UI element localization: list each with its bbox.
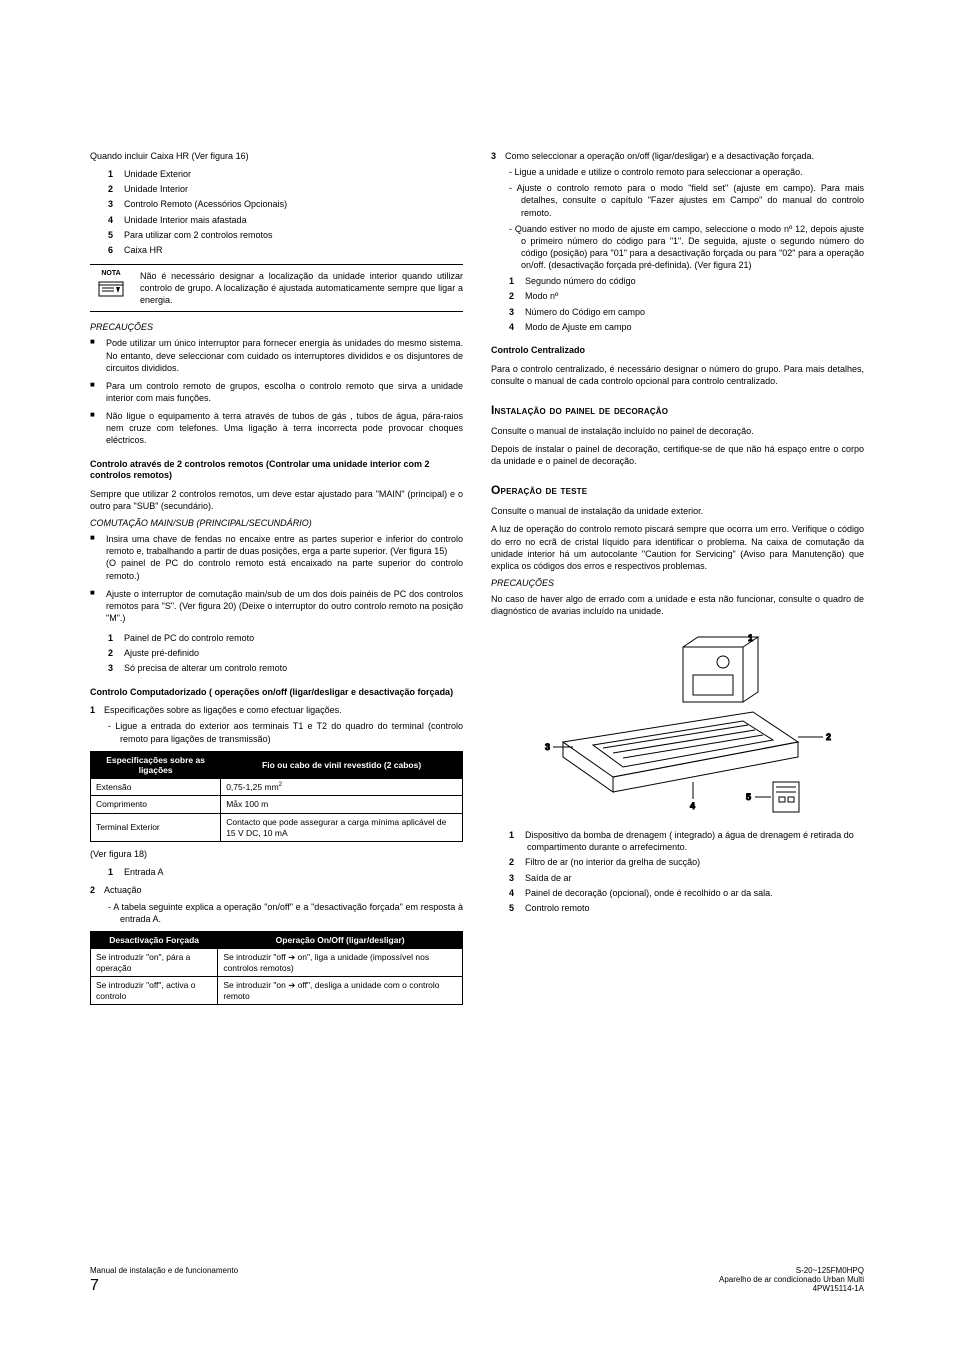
fig18-ref: (Ver figura 18) (90, 848, 463, 860)
precaucoes-heading: PRECAUÇÕES (90, 322, 463, 332)
two-remotes-heading: Controlo através de 2 controlos remotos … (90, 459, 463, 482)
list-item: Não ligue o equipamento à terra através … (90, 410, 463, 446)
list-item: 1Dispositivo da bomba de drenagem ( inte… (491, 829, 864, 853)
list-item: 1Unidade Exterior (90, 168, 463, 180)
unit-diagram: 1 2 3 4 5 (491, 627, 864, 819)
mainsub-list: Insira uma chave de fendas no encaixe en… (90, 533, 463, 624)
list-item: 5Controlo remoto (491, 902, 864, 914)
list-item: 1Painel de PC do controlo remoto (90, 632, 463, 644)
list-item: 6Caixa HR (90, 244, 463, 256)
td: Se introduzir "on", pára a operação (91, 948, 218, 976)
diagram-legend: 1Dispositivo da bomba de drenagem ( inte… (491, 829, 864, 914)
td: Se introduzir "off ➔ on", liga a unidade… (218, 948, 463, 976)
footer-product: Aparelho de ar condicionado Urban Multi (719, 1275, 864, 1284)
list-item: 1Entrada A (90, 866, 463, 878)
footer-code: 4PW15114-1A (719, 1284, 864, 1293)
list-item: 3Número do Código em campo (491, 306, 864, 318)
th: Desactivação Forçada (91, 931, 218, 948)
td: Terminal Exterior (91, 813, 221, 841)
intro-line: Quando incluir Caixa HR (Ver figura 16) (90, 150, 463, 162)
spec-item: 1Especificações sobre as ligações e como… (90, 704, 463, 716)
fig16-list: 1Unidade Exterior 2Unidade Interior 3Con… (90, 168, 463, 256)
th: Operação On/Off (ligar/desligar) (218, 931, 463, 948)
computerized-heading: Controlo Computadorizado ( operações on/… (90, 687, 463, 699)
footer-left: Manual de instalação e de funcionamento … (90, 1266, 238, 1295)
right-column: 3Como seleccionar a operação on/off (lig… (491, 150, 864, 1011)
svg-text:5: 5 (746, 792, 751, 802)
actuation-item: 2Actuação (90, 884, 463, 896)
spec-dash: Ligue a entrada do exterior aos terminai… (90, 720, 463, 744)
svg-text:4: 4 (690, 801, 695, 811)
list-item: Ajuste o interruptor de comutação main/s… (90, 588, 463, 624)
step3-nums: 1Segundo número do código 2Modo nº 3Núme… (491, 275, 864, 333)
step3: 3Como seleccionar a operação on/off (lig… (491, 150, 864, 162)
test-op-p3: No caso de haver algo de errado com a un… (491, 593, 864, 617)
note-icon (98, 279, 124, 297)
ac-unit-icon: 1 2 3 4 5 (523, 627, 833, 817)
operation-table: Desactivação ForçadaOperação On/Off (lig… (90, 931, 463, 1006)
footer-right: S-20~125FM0HPQ Aparelho de ar condiciona… (719, 1266, 864, 1295)
install-panel-heading: Instalação do painel de decoração (491, 403, 864, 417)
list-item: 3Saída de ar (491, 872, 864, 884)
th: Especificações sobre as ligações (91, 751, 221, 778)
install-panel-p2: Depois de instalar o painel de decoração… (491, 443, 864, 467)
list-item: Insira uma chave de fendas no encaixe en… (90, 533, 463, 582)
td: Comprimento (91, 796, 221, 814)
centralized-text: Para o controlo centralizado, é necessár… (491, 363, 864, 387)
td: Extensão (91, 778, 221, 796)
test-op-heading: Operação de teste (491, 483, 864, 497)
mainsub-heading: COMUTAÇÃO MAIN/SUB (PRINCIPAL/SECUNDÁRIO… (90, 518, 463, 528)
list-item: 4Unidade Interior mais afastada (90, 214, 463, 226)
page-footer: Manual de instalação e de funcionamento … (90, 1266, 864, 1295)
svg-text:2: 2 (826, 732, 831, 742)
td: Måx 100 m (221, 796, 463, 814)
list-item: 5Para utilizar com 2 controlos remotos (90, 229, 463, 241)
page-number: 7 (90, 1277, 238, 1295)
mainsub-num-list: 1Painel de PC do controlo remoto 2Ajuste… (90, 632, 463, 674)
list-item: 4Painel de decoração (opcional), onde é … (491, 887, 864, 899)
spec-table: Especificações sobre as ligaçõesFio ou c… (90, 751, 463, 843)
td: 0,75-1,25 mm2 (221, 778, 463, 796)
list-item: Para um controlo remoto de grupos, escol… (90, 380, 463, 404)
svg-text:3: 3 (545, 742, 550, 752)
th: Fio ou cabo de vinil revestido (2 cabos) (221, 751, 463, 778)
step3-dash: Quando estiver no modo de ajuste em camp… (491, 223, 864, 272)
note-label-col: NOTA (90, 270, 132, 306)
list-item: 2Filtro de ar (no interior da grelha de … (491, 856, 864, 868)
test-op-prec: PRECAUÇÕES (491, 578, 864, 588)
two-column-layout: Quando incluir Caixa HR (Ver figura 16) … (90, 150, 864, 1011)
step3-dash: Ligue a unidade e utilize o controlo rem… (491, 166, 864, 178)
footer-model: S-20~125FM0HPQ (719, 1266, 864, 1275)
td: Se introduzir "on ➔ off", desliga a unid… (218, 977, 463, 1005)
two-remotes-text: Sempre que utilizar 2 controlos remotos,… (90, 488, 463, 512)
step3-dash: Ajuste o controlo remoto para o modo "fi… (491, 182, 864, 218)
left-column: Quando incluir Caixa HR (Ver figura 16) … (90, 150, 463, 1011)
list-item: Pode utilizar um único interruptor para … (90, 337, 463, 373)
actuation-dash: A tabela seguinte explica a operação "on… (90, 901, 463, 925)
install-panel-p1: Consulte o manual de instalação incluído… (491, 425, 864, 437)
list-item: 1Segundo número do código (491, 275, 864, 287)
list-item: 2Modo nº (491, 290, 864, 302)
list-item: 3Controlo Remoto (Acessórios Opcionais) (90, 198, 463, 210)
test-op-p1: Consulte o manual de instalação da unida… (491, 505, 864, 517)
list-item: 3Só precisa de alterar um controlo remot… (90, 662, 463, 674)
centralized-heading: Controlo Centralizado (491, 345, 864, 357)
list-item: 2Ajuste pré-definido (90, 647, 463, 659)
note-box: NOTA Não é necessário designar a localiz… (90, 264, 463, 312)
note-label: NOTA (101, 270, 120, 277)
note-text: Não é necessário designar a localização … (140, 270, 463, 306)
td: Se introduzir "off", activa o controlo (91, 977, 218, 1005)
svg-text:1: 1 (748, 633, 753, 643)
precaucoes-list: Pode utilizar um único interruptor para … (90, 337, 463, 446)
list-item: 4Modo de Ajuste em campo (491, 321, 864, 333)
td: Contacto que pode assegurar a carga míni… (221, 813, 463, 841)
test-op-p2: A luz de operação do controlo remoto pis… (491, 523, 864, 572)
list-item: 2Unidade Interior (90, 183, 463, 195)
footer-manual-title: Manual de instalação e de funcionamento (90, 1266, 238, 1275)
